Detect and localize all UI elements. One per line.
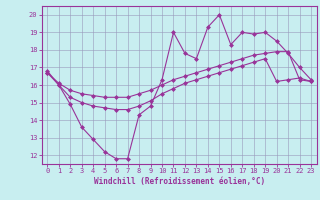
X-axis label: Windchill (Refroidissement éolien,°C): Windchill (Refroidissement éolien,°C) xyxy=(94,177,265,186)
